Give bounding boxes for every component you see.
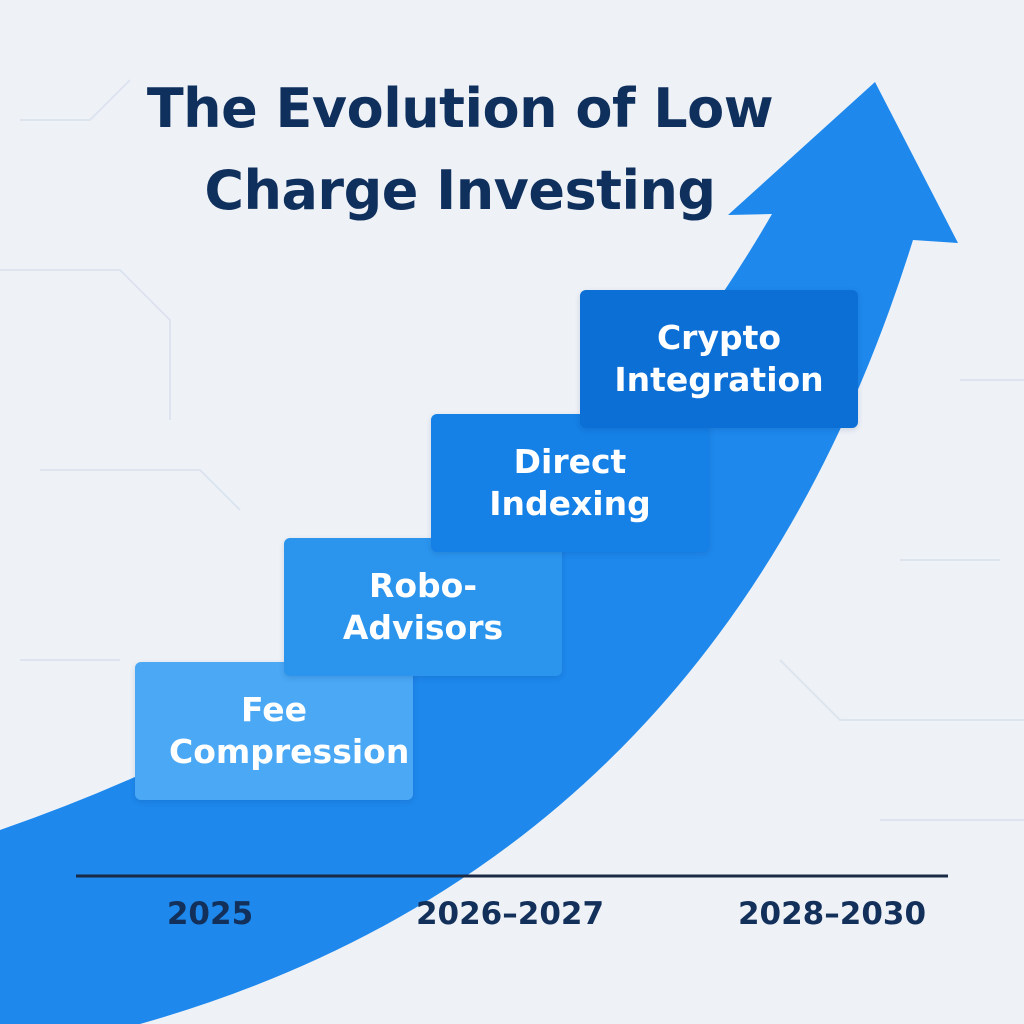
circuit-pattern xyxy=(0,79,1024,821)
step-label: Fee Compression xyxy=(169,690,410,771)
step-box: Fee Compression xyxy=(135,662,413,800)
step-label: Robo-Advisors xyxy=(342,566,504,647)
step-box: Robo-Advisors xyxy=(284,538,562,676)
step-box: Crypto Integration xyxy=(580,290,858,428)
timeline-label: 2028–2030 xyxy=(737,896,927,932)
timeline-label: 2026–2027 xyxy=(415,896,605,932)
timeline-label: 2025 xyxy=(166,896,254,932)
step-label: Direct Indexing xyxy=(489,442,651,523)
step-label: Crypto Integration xyxy=(614,318,824,399)
step-box: Direct Indexing xyxy=(431,414,709,552)
title: The Evolution of Low Charge Investing xyxy=(146,77,774,222)
